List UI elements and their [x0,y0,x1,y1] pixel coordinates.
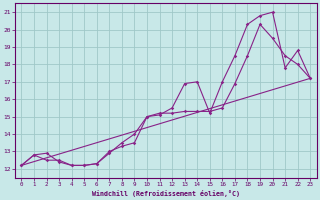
X-axis label: Windchill (Refroidissement éolien,°C): Windchill (Refroidissement éolien,°C) [92,190,240,197]
